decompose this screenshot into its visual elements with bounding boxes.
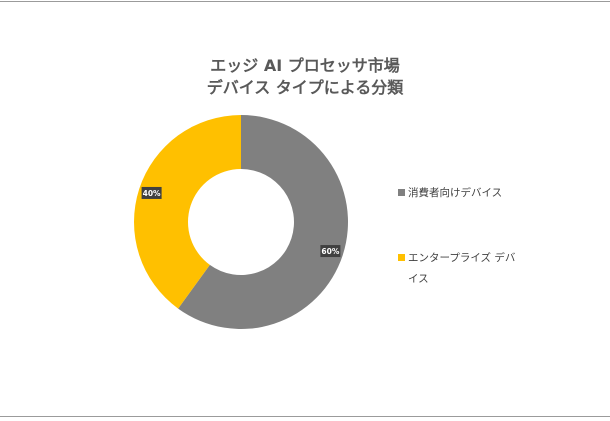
data-label-bg-1 <box>141 186 162 199</box>
legend-swatch-consumer <box>398 189 405 196</box>
donut-slice-1 <box>134 114 241 309</box>
legend-item-enterprise: エンタープライズ デバイス <box>398 248 518 290</box>
data-label-text-0: 60% <box>321 247 339 256</box>
legend-item-consumer: 消費者向けデバイス <box>398 183 518 204</box>
chart-legend: 消費者向けデバイス エンタープライズ デバイス <box>398 183 518 290</box>
legend-swatch-enterprise <box>398 254 405 261</box>
chart-title-line2: デバイス タイプによる分類 <box>206 78 404 97</box>
legend-label-enterprise: エンタープライズ デバイス <box>408 252 516 285</box>
chart-title-line1: エッジ AI プロセッサ市場 <box>210 56 400 75</box>
data-label-1: 40% <box>141 186 162 199</box>
legend-label-consumer: 消費者向けデバイス <box>408 187 503 199</box>
top-border <box>0 1 610 2</box>
bottom-border <box>0 416 610 417</box>
data-label-bg-0 <box>320 245 341 258</box>
data-label-0: 60% <box>320 245 341 258</box>
data-label-text-1: 40% <box>143 189 161 198</box>
donut-slice-0 <box>178 115 348 329</box>
